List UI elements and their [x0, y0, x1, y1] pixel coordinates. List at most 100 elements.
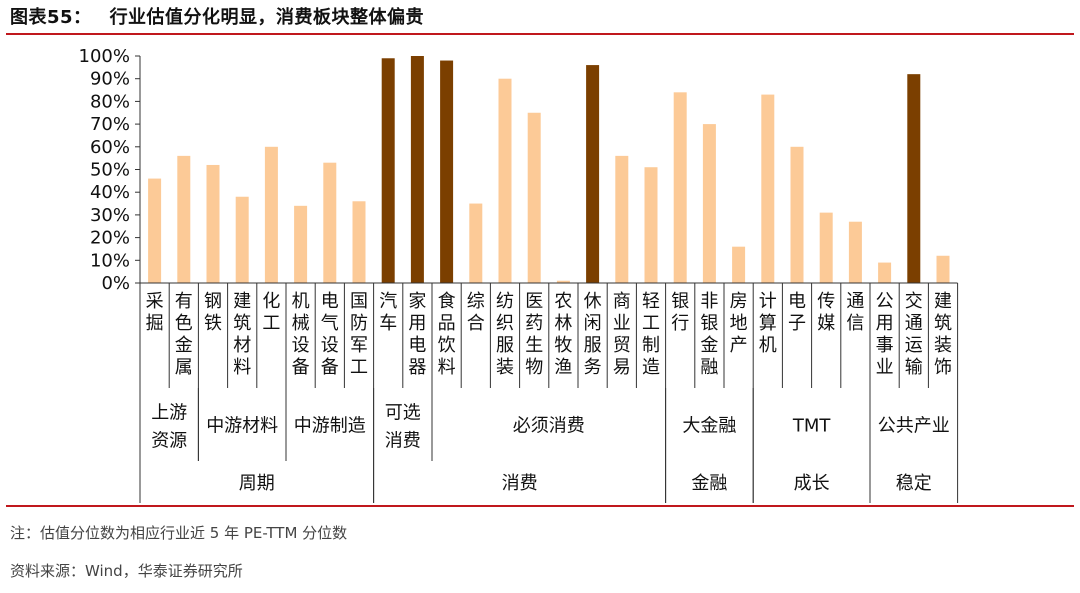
- category-label: 饮: [438, 335, 456, 356]
- category-label: 通: [905, 313, 923, 334]
- category-label: 防: [350, 313, 368, 334]
- bar: [381, 58, 395, 283]
- bar: [264, 146, 278, 283]
- category-label: 商: [613, 291, 631, 312]
- category-label: 纺: [496, 291, 514, 312]
- category-label: 工: [262, 313, 280, 334]
- category-label: 休: [584, 291, 602, 312]
- bar: [294, 205, 308, 283]
- y-tick-label: 30%: [90, 205, 130, 226]
- bar: [556, 280, 570, 283]
- category-label: 电: [788, 291, 806, 312]
- source-note: 资料来源：Wind，华泰证券研究所: [10, 562, 243, 580]
- category-label: 子: [788, 313, 806, 334]
- y-tick-label: 50%: [90, 160, 130, 181]
- category-label: 采: [146, 291, 164, 312]
- category-label: 行: [671, 313, 689, 334]
- category-label: 设: [321, 335, 339, 356]
- category-label: 服: [496, 335, 514, 356]
- category-label: 造: [642, 357, 660, 378]
- category-label: 饰: [934, 357, 952, 378]
- category-label: 筑: [934, 313, 952, 334]
- bars: [148, 56, 950, 283]
- category-label: 事: [876, 335, 894, 356]
- group-l1-label: 必须消费: [513, 416, 585, 437]
- category-label: 化: [262, 291, 280, 312]
- category-label: 产: [730, 335, 748, 356]
- y-tick-label: 70%: [90, 114, 130, 135]
- category-label: 机: [759, 335, 777, 356]
- category-label: 计: [759, 291, 777, 312]
- category-label: 食: [438, 291, 456, 312]
- footer-rule: [6, 505, 1074, 507]
- group-l1-label: 公共产业: [878, 416, 950, 437]
- category-label: 建: [934, 291, 952, 312]
- category-label: 设: [292, 335, 310, 356]
- group-l1-label: 上游: [151, 403, 187, 424]
- category-label: 综: [467, 291, 485, 312]
- bar: [878, 262, 892, 283]
- category-label: 筑: [233, 313, 251, 334]
- y-tick-label: 100%: [79, 46, 130, 67]
- bar: [235, 196, 249, 283]
- category-label: 钢: [204, 291, 222, 312]
- category-label: 织: [496, 313, 514, 334]
- bar: [323, 162, 337, 283]
- group-l1-label: TMT: [792, 416, 832, 437]
- group-l2-label: 成长: [794, 473, 830, 494]
- bar: [498, 78, 512, 283]
- category-label: 输: [905, 357, 923, 378]
- category-label: 运: [905, 335, 923, 356]
- bar: [848, 221, 862, 283]
- category-label: 信: [846, 313, 864, 334]
- category-label: 属: [175, 357, 193, 378]
- category-label: 品: [438, 313, 456, 334]
- category-label: 传: [817, 291, 835, 312]
- category-label: 渔: [554, 357, 572, 378]
- category-label: 电: [408, 335, 426, 356]
- y-tick-label: 10%: [90, 250, 130, 271]
- category-label: 材: [233, 335, 251, 356]
- bar: [819, 212, 833, 283]
- group-l2-label: 消费: [502, 473, 538, 494]
- bar: [673, 92, 687, 283]
- category-label: 掘: [146, 313, 164, 334]
- bar: [527, 112, 541, 283]
- category-label: 建: [233, 291, 251, 312]
- category-label: 物: [525, 357, 543, 378]
- bar: [410, 56, 424, 283]
- category-label: 备: [292, 357, 310, 378]
- category-label: 银: [671, 291, 689, 312]
- category-label: 电: [321, 291, 339, 312]
- group-l1-label: 中游制造: [294, 416, 366, 437]
- category-label: 金: [700, 335, 718, 356]
- category-label: 媒: [817, 313, 835, 334]
- bar: [644, 167, 658, 283]
- category-label: 车: [379, 313, 397, 334]
- category-label: 器: [408, 357, 426, 378]
- figure-title: 行业估值分化明显，消费板块整体偏贵: [109, 7, 425, 28]
- category-label: 合: [467, 313, 485, 334]
- category-label: 务: [584, 357, 602, 378]
- bar: [586, 65, 600, 283]
- category-label: 业: [876, 357, 894, 378]
- category-label: 汽: [379, 291, 397, 312]
- category-label: 医: [525, 291, 543, 312]
- chart-title: 图表55： 行业估值分化明显，消费板块整体偏贵: [10, 3, 424, 29]
- category-label: 料: [438, 357, 456, 378]
- bar: [148, 178, 162, 283]
- bar: [469, 203, 483, 283]
- y-tick-label: 20%: [90, 228, 130, 249]
- category-label: 军: [350, 335, 368, 356]
- bar: [206, 164, 220, 283]
- y-tick-label: 40%: [90, 182, 130, 203]
- bar-chart: 0%10%20%30%40%50%60%70%80%90%100% 采掘有色金属…: [79, 46, 959, 503]
- bar: [790, 146, 804, 283]
- category-label: 非: [700, 291, 718, 312]
- category-label: 药: [525, 313, 543, 334]
- category-label: 贸: [613, 335, 631, 356]
- bar: [352, 201, 366, 283]
- category-label: 用: [876, 313, 894, 334]
- category-label: 备: [321, 357, 339, 378]
